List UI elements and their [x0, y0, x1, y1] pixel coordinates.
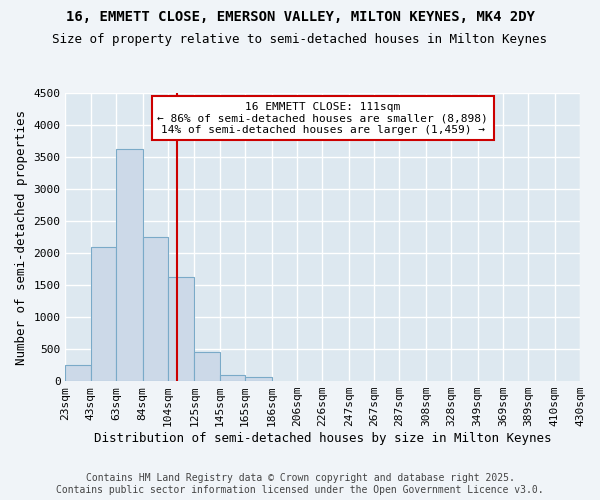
Bar	[194, 352, 220, 381]
Text: 16, EMMETT CLOSE, EMERSON VALLEY, MILTON KEYNES, MK4 2DY: 16, EMMETT CLOSE, EMERSON VALLEY, MILTON…	[65, 10, 535, 24]
Bar	[116, 150, 143, 381]
Text: Size of property relative to semi-detached houses in Milton Keynes: Size of property relative to semi-detach…	[53, 32, 548, 46]
Bar	[168, 278, 194, 381]
Bar	[65, 365, 91, 381]
Bar	[220, 374, 245, 381]
Bar	[91, 246, 116, 381]
X-axis label: Distribution of semi-detached houses by size in Milton Keynes: Distribution of semi-detached houses by …	[94, 432, 551, 445]
Bar	[245, 377, 272, 381]
Text: Contains HM Land Registry data © Crown copyright and database right 2025.
Contai: Contains HM Land Registry data © Crown c…	[56, 474, 544, 495]
Text: 16 EMMETT CLOSE: 111sqm
← 86% of semi-detached houses are smaller (8,898)
14% of: 16 EMMETT CLOSE: 111sqm ← 86% of semi-de…	[157, 102, 488, 135]
Y-axis label: Number of semi-detached properties: Number of semi-detached properties	[15, 110, 28, 364]
Bar	[143, 237, 168, 381]
